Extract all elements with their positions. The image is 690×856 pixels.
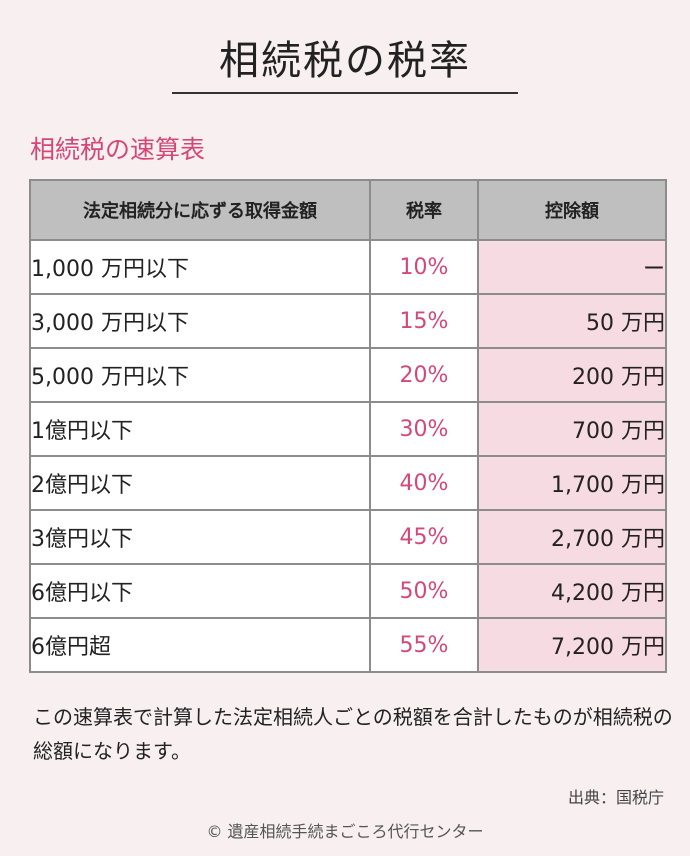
table-row: 1億円以下 30% 700 万円 bbox=[29, 401, 667, 457]
header-deduction: 控除額 bbox=[477, 179, 667, 241]
amount-cell: 2億円以下 bbox=[29, 455, 371, 511]
rate-cell: 20% bbox=[369, 347, 479, 403]
amount-cell: 6億円以下 bbox=[29, 563, 371, 619]
table-header-row: 法定相続分に応ずる取得金額 税率 控除額 bbox=[29, 179, 667, 241]
amount-cell: 6億円超 bbox=[29, 617, 371, 673]
rate-cell: 50% bbox=[369, 563, 479, 619]
table-row: 2億円以下 40% 1,700 万円 bbox=[29, 455, 667, 511]
explanatory-note: この速算表で計算した法定相続人ごとの税額を合計したものが相続税の総額になります。 bbox=[33, 705, 673, 763]
deduction-cell: ー bbox=[477, 239, 667, 295]
header-rate: 税率 bbox=[369, 179, 479, 241]
amount-cell: 3億円以下 bbox=[29, 509, 371, 565]
rate-cell: 30% bbox=[369, 401, 479, 457]
rate-cell: 45% bbox=[369, 509, 479, 565]
amount-cell: 1億円以下 bbox=[29, 401, 371, 457]
deduction-cell: 4,200 万円 bbox=[477, 563, 667, 619]
copyright-notice: © 遺産相続手続まごころ代行センター bbox=[206, 822, 484, 841]
deduction-cell: 2,700 万円 bbox=[477, 509, 667, 565]
deduction-cell: 7,200 万円 bbox=[477, 617, 667, 673]
title-underline bbox=[172, 92, 518, 94]
rate-cell: 55% bbox=[369, 617, 479, 673]
rate-cell: 10% bbox=[369, 239, 479, 295]
amount-cell: 1,000 万円以下 bbox=[29, 239, 371, 295]
table-row: 3,000 万円以下 15% 50 万円 bbox=[29, 293, 667, 349]
page-title: 相続税の税率 bbox=[219, 38, 471, 84]
rate-cell: 15% bbox=[369, 293, 479, 349]
table-row: 6億円以下 50% 4,200 万円 bbox=[29, 563, 667, 619]
source-citation: 出典：国税庁 bbox=[567, 788, 664, 807]
deduction-cell: 700 万円 bbox=[477, 401, 667, 457]
table-row: 1,000 万円以下 10% ー bbox=[29, 239, 667, 295]
deduction-cell: 1,700 万円 bbox=[477, 455, 667, 511]
table-row: 6億円超 55% 7,200 万円 bbox=[29, 617, 667, 673]
amount-cell: 3,000 万円以下 bbox=[29, 293, 371, 349]
rate-cell: 40% bbox=[369, 455, 479, 511]
header-amount: 法定相続分に応ずる取得金額 bbox=[29, 179, 371, 241]
amount-cell: 5,000 万円以下 bbox=[29, 347, 371, 403]
deduction-cell: 50 万円 bbox=[477, 293, 667, 349]
section-subtitle: 相続税の速算表 bbox=[30, 135, 206, 164]
tax-rate-table: 法定相続分に応ずる取得金額 税率 控除額 1,000 万円以下 10% ー 3,… bbox=[29, 179, 667, 673]
table-row: 3億円以下 45% 2,700 万円 bbox=[29, 509, 667, 565]
deduction-cell: 200 万円 bbox=[477, 347, 667, 403]
table-row: 5,000 万円以下 20% 200 万円 bbox=[29, 347, 667, 403]
